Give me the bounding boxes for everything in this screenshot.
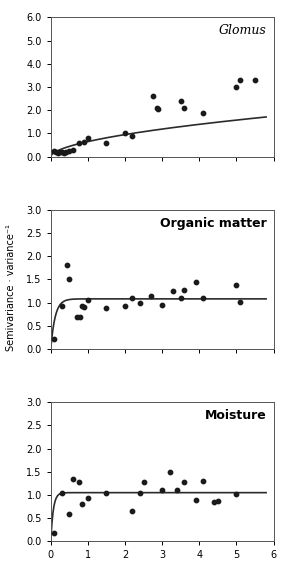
Point <box>179 293 183 302</box>
Point <box>82 137 86 146</box>
Point <box>63 147 68 157</box>
Point <box>234 281 239 290</box>
Point <box>171 286 175 295</box>
Point <box>201 293 205 302</box>
Point <box>182 478 187 487</box>
Point <box>138 298 142 307</box>
Point <box>60 488 64 497</box>
Point <box>212 497 216 506</box>
Point <box>82 302 86 312</box>
Point <box>67 509 72 518</box>
Point <box>104 304 109 313</box>
Point <box>80 499 85 509</box>
Point <box>52 528 57 537</box>
Point <box>86 295 90 305</box>
Point <box>154 103 159 112</box>
Point <box>215 496 220 505</box>
Point <box>52 334 57 343</box>
Text: Organic matter: Organic matter <box>160 217 267 230</box>
Point <box>160 300 164 309</box>
Text: Glomus: Glomus <box>219 24 267 37</box>
Point <box>182 286 187 295</box>
Point <box>138 488 142 497</box>
Point <box>130 131 135 141</box>
Point <box>104 488 109 497</box>
Point <box>167 467 172 476</box>
Point <box>179 96 183 105</box>
Point <box>60 147 64 157</box>
Point <box>52 146 57 156</box>
Point <box>182 103 187 112</box>
Point <box>86 134 90 143</box>
Point <box>201 108 205 117</box>
Point <box>67 275 72 284</box>
Point <box>60 301 64 310</box>
Point <box>160 486 164 495</box>
Point <box>130 507 135 516</box>
Point <box>80 301 85 310</box>
Point <box>156 104 161 113</box>
Point <box>76 478 81 487</box>
Point <box>141 478 146 487</box>
Text: Moisture: Moisture <box>205 409 267 422</box>
Point <box>58 147 62 157</box>
Point <box>74 313 79 322</box>
Point <box>104 138 109 147</box>
Point <box>201 476 205 486</box>
Point <box>130 293 135 302</box>
Point <box>56 149 60 158</box>
Point <box>238 75 242 85</box>
Point <box>76 138 81 147</box>
Point <box>238 297 242 306</box>
Point <box>67 146 72 156</box>
Point <box>61 149 66 158</box>
Point <box>54 147 59 157</box>
Point <box>78 312 83 321</box>
Point <box>123 301 127 310</box>
Point <box>149 291 153 300</box>
Point <box>234 82 239 92</box>
Point <box>86 494 90 503</box>
Point <box>253 75 257 85</box>
Point <box>193 278 198 287</box>
Point <box>71 145 75 154</box>
Point <box>151 92 155 101</box>
Point <box>65 261 70 270</box>
Point <box>234 490 239 499</box>
Point <box>123 129 127 138</box>
Point <box>71 474 75 483</box>
Text: Semivariance · variance⁻¹: Semivariance · variance⁻¹ <box>6 225 16 351</box>
Point <box>193 495 198 504</box>
Point <box>175 486 179 495</box>
